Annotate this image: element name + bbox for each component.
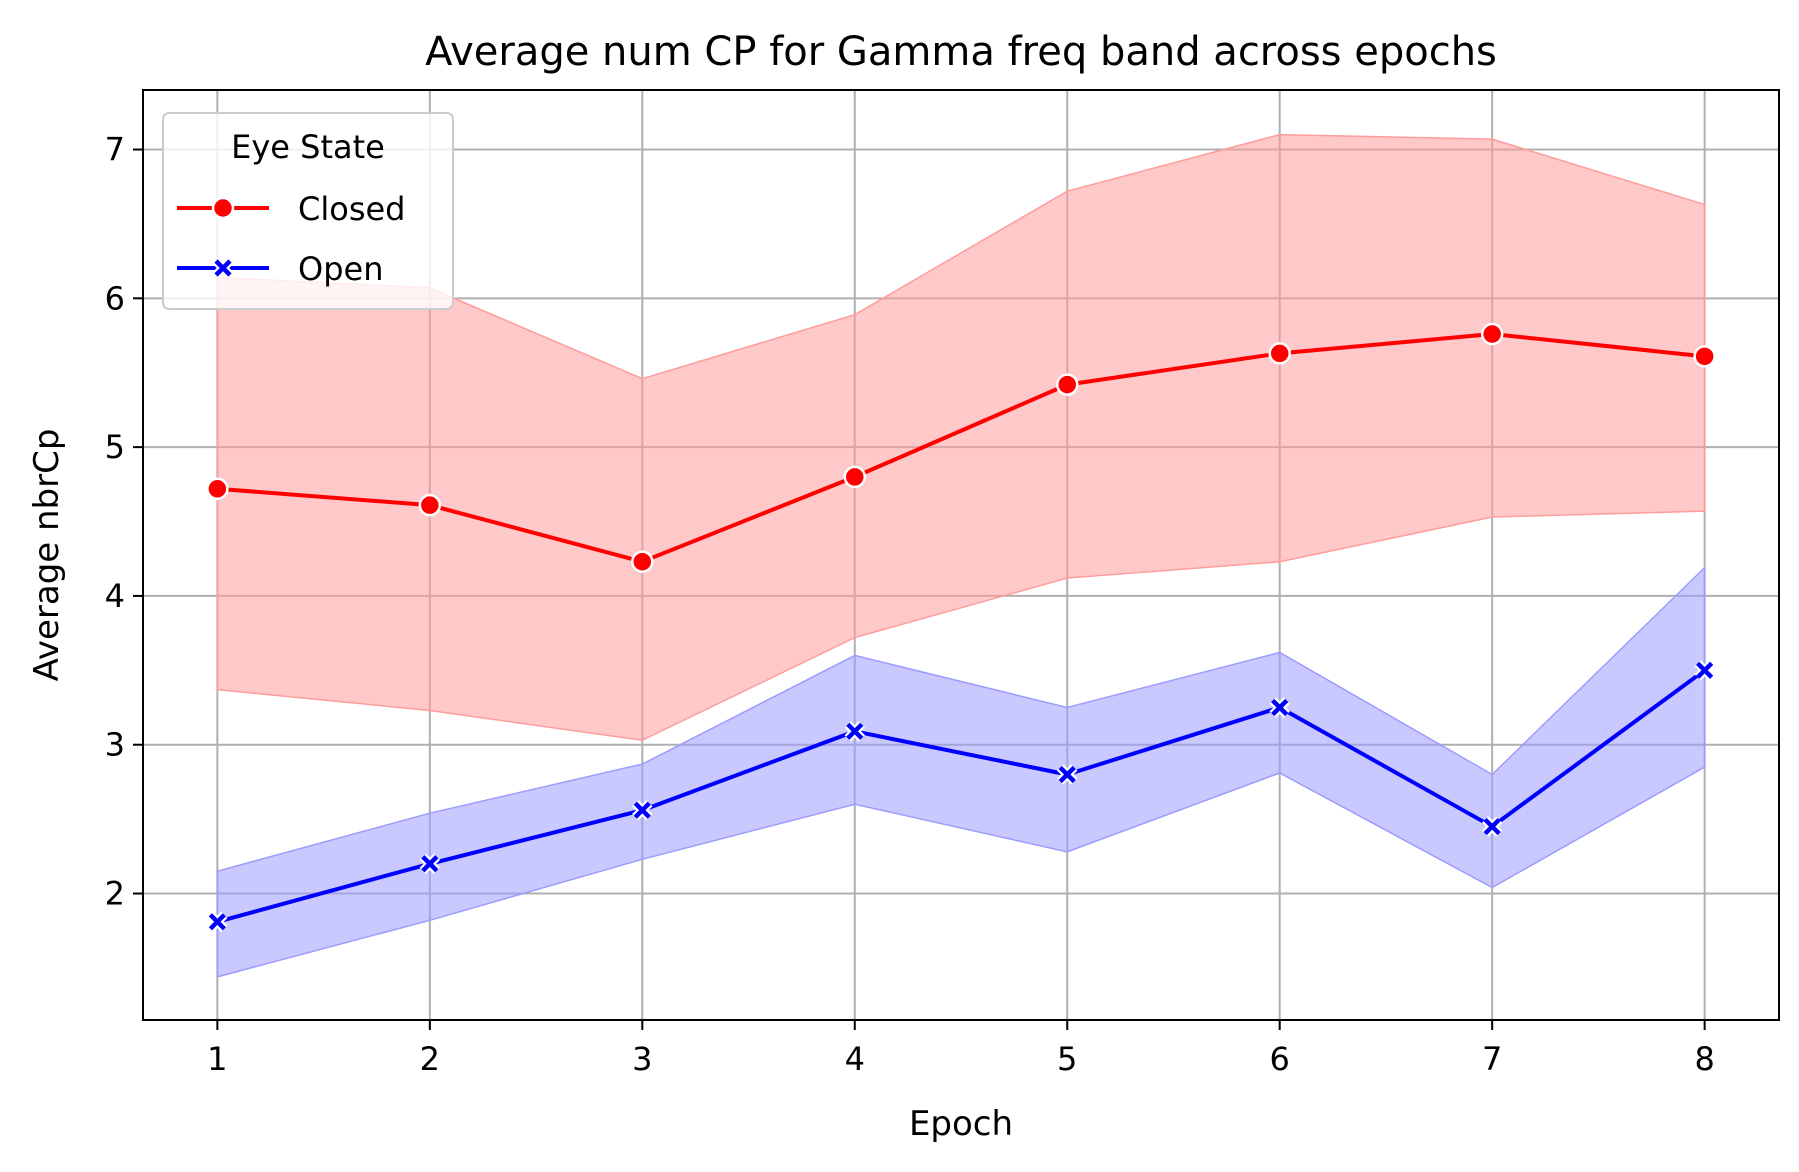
data-point-closed xyxy=(418,493,442,517)
data-point-open xyxy=(1481,816,1503,837)
y-tick-label: 6 xyxy=(105,279,125,317)
x-tick-label: 6 xyxy=(1270,1040,1290,1078)
x-axis-label: Epoch xyxy=(909,1104,1013,1144)
x-tick-label: 7 xyxy=(1482,1040,1502,1078)
ci-band-open xyxy=(216,565,1706,978)
x-tick-label: 2 xyxy=(420,1040,440,1078)
data-point-open xyxy=(207,911,228,932)
ci-band-closed xyxy=(216,133,1706,742)
legend-label-closed: Closed xyxy=(298,190,405,228)
legend-marker-closed-glyph xyxy=(211,196,235,220)
data-point-closed xyxy=(206,477,229,501)
legend-marker-open-glyph xyxy=(212,257,234,279)
data-point-closed xyxy=(1480,322,1504,346)
y-tick-label: 2 xyxy=(105,875,125,913)
data-point-open xyxy=(632,800,653,821)
data-point-open xyxy=(1694,660,1715,681)
legend-label-open: Open xyxy=(298,250,383,288)
y-tick-label: 4 xyxy=(105,577,125,615)
legend-box xyxy=(162,112,454,310)
data-point-closed xyxy=(631,550,654,573)
data-point-closed xyxy=(1055,373,1079,396)
series-lines xyxy=(216,332,1706,924)
data-point-open xyxy=(844,721,865,742)
legend-title: Eye State xyxy=(231,128,385,166)
x-tick-label: 1 xyxy=(207,1040,227,1078)
series-line-open xyxy=(216,668,1706,924)
y-tick-label: 7 xyxy=(105,131,125,169)
legend-marker-open xyxy=(212,257,234,279)
axis-ticks: 1 2 3 4 5 6 7 8 2 3 4 5 6 7 xyxy=(105,131,1715,1078)
data-point-open xyxy=(1269,697,1290,718)
legend: Eye State Closed Open xyxy=(162,112,454,310)
y-tick-label: 5 xyxy=(105,428,125,466)
y-tick-label: 3 xyxy=(105,726,125,764)
series-line-closed xyxy=(217,332,1705,564)
data-point-open xyxy=(419,853,441,874)
series-markers xyxy=(206,322,1716,932)
data-point-open xyxy=(1057,764,1078,785)
x-tick-label: 5 xyxy=(1057,1040,1077,1078)
legend-marker-closed xyxy=(211,196,235,220)
chart-title: Average num CP for Gamma freq band acros… xyxy=(425,29,1497,75)
data-point-closed xyxy=(843,465,867,489)
x-tick-label: 8 xyxy=(1694,1040,1714,1078)
axes-frame xyxy=(142,89,1780,1021)
y-axis-label: Average nbrCp xyxy=(27,429,67,682)
data-point-closed xyxy=(1693,345,1716,368)
x-tick-label: 4 xyxy=(845,1040,865,1078)
data-point-closed xyxy=(1268,342,1291,365)
x-tick-label: 3 xyxy=(632,1040,652,1078)
confidence-bands xyxy=(216,133,1706,978)
